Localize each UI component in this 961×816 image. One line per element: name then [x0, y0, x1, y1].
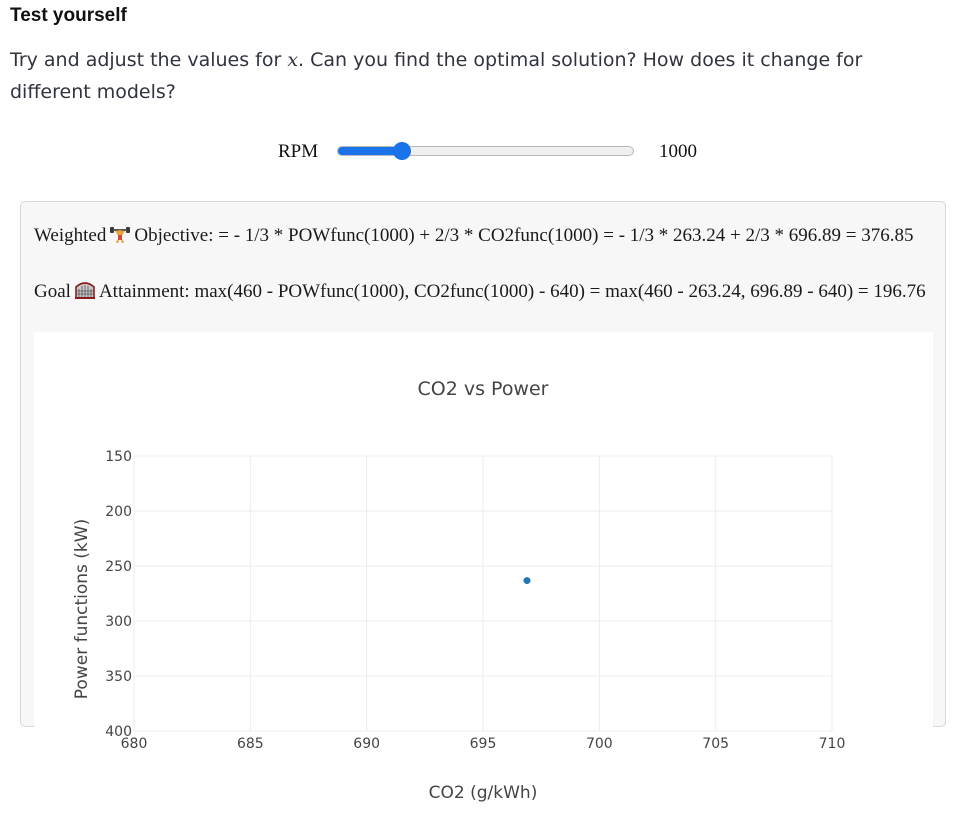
- y-tick-label: 400: [105, 724, 132, 740]
- x-axis-label: CO2 (g/kWh): [429, 783, 538, 803]
- y-tick-label: 200: [105, 504, 132, 520]
- x-tick-label: 685: [237, 736, 264, 752]
- goal-word: Goal: [34, 281, 71, 302]
- intro-before: Try and adjust the values for: [10, 49, 288, 71]
- y-tick-label: 150: [105, 449, 132, 465]
- y-tick-label: 300: [105, 614, 132, 630]
- goal-net-icon: [74, 282, 95, 299]
- rpm-slider-value: 1000: [659, 141, 697, 162]
- weighted-word: Weighted: [34, 225, 107, 246]
- weightlifter-icon: [110, 227, 131, 243]
- x-tick-label: 705: [702, 736, 729, 752]
- chart-area: CO2 vs Power 680 685 690 695 700 705 710 150 200…: [34, 332, 933, 811]
- intro-text: Try and adjust the values for x. Can you…: [10, 44, 940, 108]
- rpm-slider-row: RPM 1000: [0, 138, 961, 168]
- y-axis-label: Power functions (kW): [72, 519, 92, 699]
- x-tick-label: 695: [470, 736, 497, 752]
- co2-vs-power-chart: CO2 vs Power 680 685 690 695 700 705 710 150 200…: [72, 378, 846, 803]
- data-point[interactable]: [523, 577, 531, 585]
- weighted-objective-text: Objective: = - 1/3 * POWfunc(1000) + 2/3…: [134, 225, 914, 246]
- y-tick-label: 350: [105, 669, 132, 685]
- rpm-slider-track[interactable]: [337, 146, 634, 156]
- intro-math-variable: x: [287, 49, 299, 71]
- weighted-objective-line: Weighted Objective: = - 1/3 * POWfunc(10…: [34, 225, 929, 247]
- x-tick-label: 700: [586, 736, 613, 752]
- x-tick-label: 690: [353, 736, 380, 752]
- goal-attainment-text: Attainment: max(460 - POWfunc(1000), CO2…: [98, 281, 926, 302]
- chart-title: CO2 vs Power: [418, 378, 549, 400]
- x-tick-label: 680: [121, 736, 148, 752]
- y-tick-label: 250: [105, 559, 132, 575]
- rpm-slider-fill: [338, 147, 404, 155]
- goal-attainment-line: Goal Attainment: max(460 - POWfunc(1000)…: [34, 281, 929, 303]
- section-heading: Test yourself: [10, 5, 127, 26]
- intro-after: . Can you find the optimal solution? How…: [10, 49, 863, 103]
- rpm-slider-thumb[interactable]: [393, 142, 412, 160]
- rpm-slider-label: RPM: [278, 141, 319, 162]
- x-tick-label: 710: [819, 736, 846, 752]
